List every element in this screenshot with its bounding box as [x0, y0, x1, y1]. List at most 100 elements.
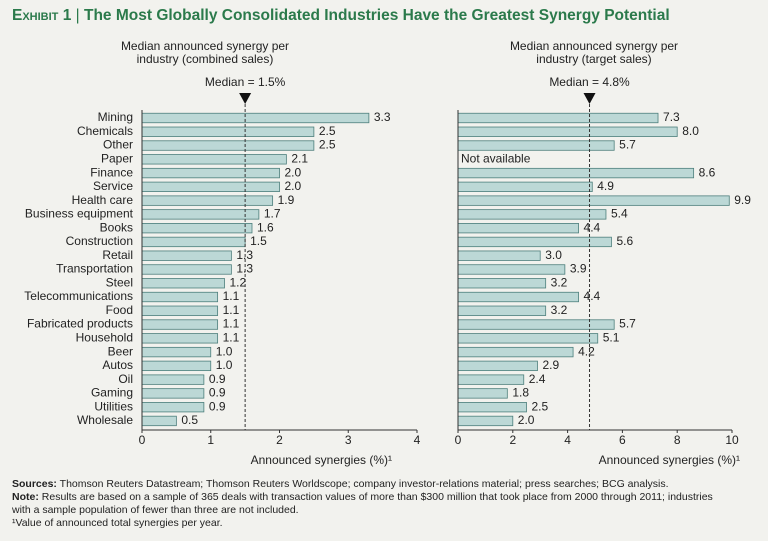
- bar: [141, 291, 219, 303]
- value-label: 0.9: [209, 399, 226, 413]
- category-label: Service: [93, 179, 133, 193]
- notes: Sources: Thomson Reuters Datastream; Tho…: [12, 478, 732, 530]
- category-label: Utilities: [94, 399, 133, 413]
- x-tick-label: 10: [725, 433, 739, 447]
- bar: [457, 278, 547, 289]
- bar: [141, 305, 219, 316]
- bar: [457, 250, 541, 261]
- value-label: 0.5: [181, 413, 198, 427]
- x-tick-label: 2: [276, 433, 283, 447]
- median-marker: [239, 93, 252, 104]
- value-label: 2.0: [285, 179, 302, 193]
- bar: [457, 360, 538, 372]
- note-text: Results are based on a sample of 365 dea…: [12, 491, 713, 516]
- value-label: 1.6: [257, 220, 274, 234]
- bar: [141, 415, 177, 427]
- category-label: Retail: [102, 248, 133, 262]
- value-label: 9.9: [734, 193, 751, 207]
- bar: [457, 415, 514, 427]
- bar: [141, 167, 280, 179]
- category-label: Chemicals: [77, 124, 133, 138]
- value-label: 5.7: [619, 317, 636, 331]
- value-label: 1.1: [223, 317, 240, 331]
- chart: MiningChemicalsOtherPaperFinanceServiceH…: [24, 75, 751, 467]
- category-label: Other: [103, 138, 133, 152]
- value-label: 1.1: [223, 303, 240, 317]
- value-label: 1.7: [264, 207, 281, 221]
- x-tick-label: 2: [509, 433, 516, 447]
- value-label: 1.0: [216, 344, 233, 358]
- category-label: Beer: [108, 344, 133, 358]
- sources-label: Sources:: [12, 478, 57, 490]
- category-label: Construction: [66, 234, 133, 248]
- x-tick-label: 1: [207, 433, 214, 447]
- category-label: Gaming: [91, 386, 133, 400]
- bar: [457, 319, 615, 330]
- value-label: 3.9: [570, 262, 587, 276]
- bar: [141, 278, 225, 289]
- bar: [141, 126, 315, 137]
- category-label: Autos: [102, 358, 133, 372]
- category-label: Steel: [106, 275, 133, 289]
- category-label: Mining: [98, 110, 133, 124]
- value-label: 2.4: [529, 372, 546, 386]
- bar: [141, 402, 205, 413]
- value-label: 8.0: [682, 124, 699, 138]
- value-label: 1.5: [250, 234, 267, 248]
- sources: Sources: Thomson Reuters Datastream; Tho…: [12, 478, 732, 491]
- value-label: 2.5: [319, 124, 336, 138]
- annotation: Not available: [461, 151, 531, 165]
- value-label: 7.3: [663, 110, 680, 124]
- value-label: 4.4: [584, 289, 601, 303]
- note: Note: Results are based on a sample of 3…: [12, 491, 732, 517]
- value-label: 1.1: [223, 289, 240, 303]
- value-label: 4.4: [584, 220, 601, 234]
- category-label: Health care: [72, 193, 134, 207]
- category-label: Books: [100, 220, 133, 234]
- bar: [141, 360, 212, 372]
- bar: [141, 112, 370, 124]
- x-tick-label: 6: [619, 433, 626, 447]
- value-label: 2.0: [285, 165, 302, 179]
- chart-title: Median announced synergy per industry (c…: [120, 39, 290, 66]
- median-label: Median = 4.8%: [549, 75, 630, 89]
- value-label: 5.1: [603, 330, 620, 344]
- bar: [141, 140, 315, 151]
- bar: [457, 305, 547, 316]
- median-label: Median = 1.5%: [205, 75, 286, 89]
- x-tick-label: 4: [414, 433, 421, 447]
- category-label: Wholesale: [77, 413, 133, 427]
- note-label: Note:: [12, 491, 39, 503]
- bar: [457, 209, 607, 220]
- value-label: 3.0: [545, 248, 562, 262]
- value-label: 5.7: [619, 138, 636, 152]
- bar: [457, 126, 678, 137]
- bar: [457, 167, 695, 179]
- value-label: 2.0: [518, 413, 535, 427]
- exhibit-label: Exhibit 1: [12, 7, 72, 24]
- chart-title: Median announced synergy per industry (t…: [509, 39, 679, 66]
- category-label: Household: [76, 330, 133, 344]
- bar: [457, 195, 730, 206]
- bar: [457, 264, 566, 275]
- bar: [141, 209, 260, 220]
- bar: [457, 291, 579, 303]
- bar: [141, 154, 287, 165]
- value-label: 8.6: [699, 165, 716, 179]
- x-tick-label: 8: [674, 433, 681, 447]
- bar: [141, 388, 205, 399]
- bar: [141, 236, 246, 248]
- value-label: 1.3: [236, 262, 253, 276]
- value-label: 1.1: [223, 330, 240, 344]
- bar: [141, 333, 219, 344]
- x-tick-label: 0: [455, 433, 462, 447]
- category-label: Food: [106, 303, 133, 317]
- bar: [457, 388, 508, 399]
- category-label: Finance: [90, 165, 133, 179]
- bar: [141, 195, 274, 206]
- header: Exhibit 1 | The Most Globally Consolidat…: [12, 7, 670, 25]
- bar: [457, 223, 579, 234]
- bar: [141, 346, 212, 358]
- bar: [457, 112, 659, 124]
- x-axis-label: Announced synergies (%)¹: [599, 453, 740, 467]
